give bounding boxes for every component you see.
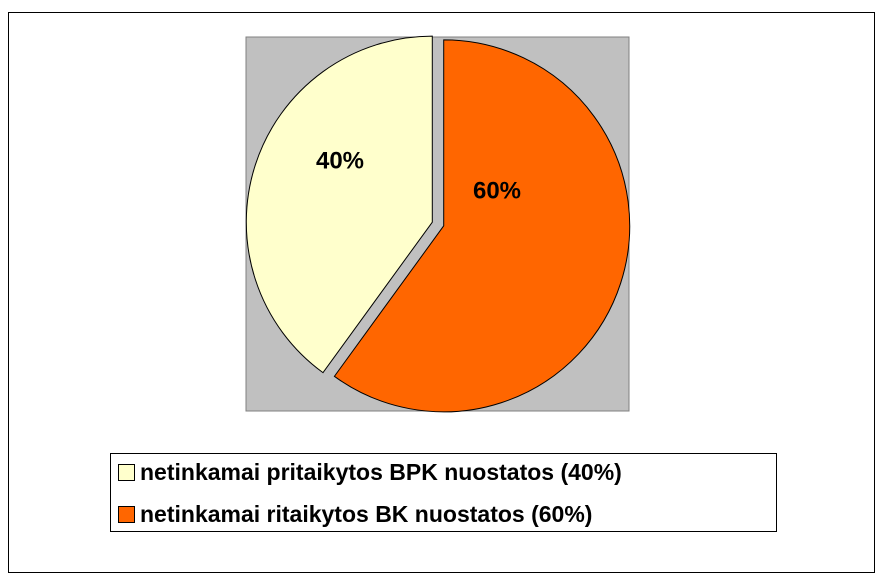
legend-label: netinkamai ritaikytos BK nuostatos (60%) — [140, 501, 592, 527]
legend-swatch — [118, 464, 135, 481]
legend-label: netinkamai pritaikytos BPK nuostatos (40… — [140, 459, 622, 485]
data-label: 60% — [473, 177, 521, 204]
legend — [110, 453, 777, 532]
legend-swatch — [118, 506, 135, 523]
pie-slice — [245, 35, 433, 374]
pie-slice — [333, 39, 631, 413]
data-label: 40% — [316, 147, 364, 174]
